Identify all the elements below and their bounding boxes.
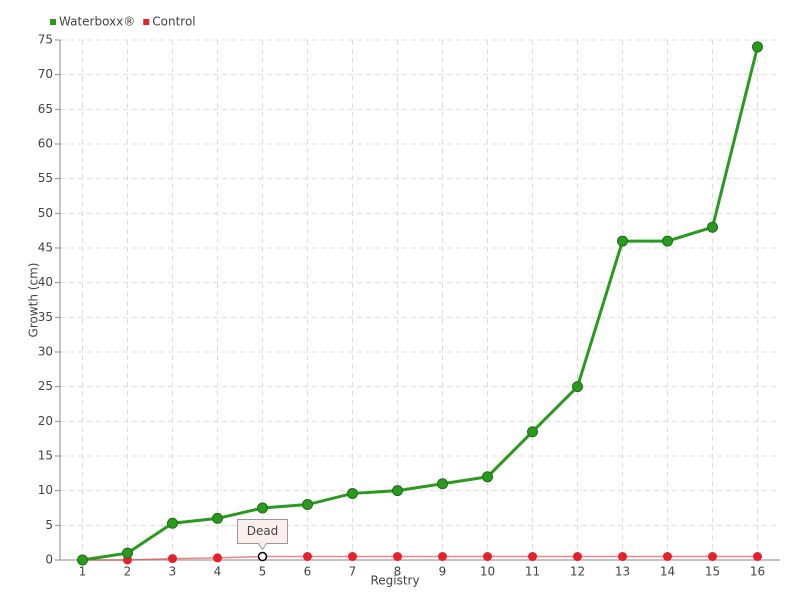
data-point — [257, 502, 268, 514]
data-point — [708, 552, 717, 562]
data-point — [303, 552, 312, 562]
data-point — [483, 552, 492, 562]
x-axis-label: Registry — [370, 574, 419, 588]
legend-swatch — [50, 19, 56, 25]
y-tick-label: 25 — [38, 379, 53, 393]
x-tick-label: 8 — [394, 565, 402, 579]
x-tick-label: 13 — [615, 565, 630, 579]
x-tick-label: 5 — [259, 565, 267, 579]
x-tick-label: 14 — [660, 565, 675, 579]
data-point — [302, 499, 313, 511]
x-tick-label: 2 — [124, 565, 132, 579]
x-tick-label: 3 — [169, 565, 177, 579]
legend-label: Waterboxx® — [59, 15, 135, 29]
y-axis-label: Growth (cm) — [27, 263, 41, 338]
data-point — [168, 554, 177, 564]
data-point — [617, 235, 628, 247]
data-point — [437, 478, 448, 490]
x-tick-label: 1 — [79, 565, 87, 579]
data-point — [663, 552, 672, 562]
x-tick-label: 9 — [439, 565, 447, 579]
x-tick-label: 11 — [525, 565, 540, 579]
annotation-box — [237, 519, 288, 551]
data-point — [482, 471, 493, 483]
y-tick-label: 45 — [38, 241, 53, 255]
data-point — [528, 552, 537, 562]
y-tick-label: 10 — [38, 483, 53, 497]
y-tick-label: 40 — [38, 275, 53, 289]
y-tick-label: 60 — [38, 137, 53, 151]
y-tick-label: 30 — [38, 345, 53, 359]
x-tick-label: 4 — [214, 565, 222, 579]
y-tick-label: 50 — [38, 206, 53, 220]
data-point — [257, 551, 268, 562]
x-tick-label: 16 — [750, 565, 765, 579]
y-tick-label: 15 — [38, 449, 53, 463]
data-point — [707, 221, 718, 233]
y-tick-label: 55 — [38, 171, 53, 185]
annotation-label: Dead — [247, 524, 279, 538]
legend-swatch — [143, 19, 150, 25]
x-tick-label: 6 — [304, 565, 312, 579]
data-point — [167, 517, 178, 529]
data-point — [573, 552, 582, 562]
data-point — [393, 552, 402, 562]
data-point — [348, 552, 357, 562]
legend-label: Control — [152, 15, 195, 29]
data-point — [527, 426, 538, 438]
data-point — [438, 552, 447, 562]
data-point — [77, 554, 88, 566]
x-tick-label: 7 — [349, 565, 357, 579]
data-point — [212, 512, 223, 524]
data-point — [572, 381, 583, 393]
data-point — [753, 552, 762, 562]
y-tick-label: 5 — [45, 518, 53, 532]
data-point — [662, 235, 673, 247]
data-point — [347, 487, 358, 499]
x-tick-label: 12 — [570, 565, 585, 579]
series-line — [82, 555, 758, 561]
y-tick-label: 75 — [38, 33, 53, 47]
x-tick-label: 15 — [705, 565, 720, 579]
y-tick-label: 0 — [45, 553, 53, 567]
data-point — [752, 41, 763, 53]
data-point — [392, 485, 403, 497]
y-tick-label: 70 — [38, 67, 53, 81]
y-tick-label: 35 — [38, 310, 53, 324]
data-point — [122, 547, 133, 559]
data-point — [213, 553, 222, 563]
series-line — [82, 46, 759, 562]
y-tick-label: 65 — [38, 102, 53, 116]
data-point — [618, 552, 627, 562]
y-tick-label: 20 — [38, 414, 53, 428]
x-tick-label: 10 — [480, 565, 495, 579]
